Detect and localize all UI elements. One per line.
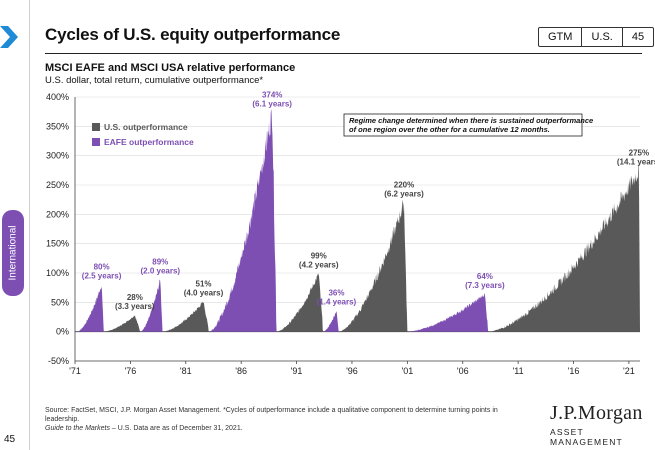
peak-duration-label: (3.3 years): [115, 302, 155, 311]
area-eafe-outperformance-4: [209, 108, 277, 332]
x-tick-label: '21: [623, 366, 635, 376]
peak-value-label: 36%: [328, 289, 344, 298]
legend-label: EAFE outperformance: [104, 137, 194, 147]
relative-performance-chart: -50% 0% 50% 100% 150% 200% 250% 300% 350% 400% '71…: [46, 90, 655, 376]
page-number: 45: [4, 434, 16, 445]
peak-value-label: 80%: [94, 263, 110, 272]
area-us-outperformance-5: [276, 273, 324, 332]
y-tick-label: 350%: [46, 121, 69, 131]
peak-duration-label: (6.2 years): [384, 190, 424, 199]
x-tick-label: '16: [568, 366, 580, 376]
annotation-box: [343, 113, 583, 137]
y-tick-label: 250%: [46, 180, 69, 190]
y-tick-label: 50%: [51, 297, 69, 307]
peak-value-label: 28%: [127, 293, 143, 302]
logo-wordmark: J.P.Morgan: [550, 402, 643, 424]
x-tick-label: '96: [346, 366, 358, 376]
tag-page: 45: [631, 31, 645, 43]
logo-subline: ASSET MANAGEMENT: [550, 427, 623, 447]
source-line-2: – U.S. Data are as of December 31, 2021.: [109, 425, 243, 432]
jpmorgan-logo: J.P.Morgan ASSET MANAGEMENT: [550, 402, 655, 447]
source-guide-title: Guide to the Markets: [45, 425, 110, 432]
peak-value-label: 89%: [152, 257, 168, 266]
section-tab-international[interactable]: International: [2, 210, 24, 296]
y-tick-label: 300%: [46, 151, 69, 161]
peak-duration-label: (2.5 years): [82, 272, 122, 281]
legend-swatch: [92, 138, 100, 146]
title-divider: [45, 53, 642, 54]
y-tick-label: 100%: [46, 268, 69, 278]
y-tick-label: -50%: [48, 356, 69, 366]
x-tick-label: '06: [457, 366, 469, 376]
x-tick-label: '86: [235, 366, 247, 376]
page-title: Cycles of U.S. equity outperformance: [45, 25, 341, 44]
x-tick-label: '71: [69, 366, 81, 376]
annotation-text-line-1: Regime change determined when there is s…: [349, 116, 593, 125]
peak-duration-label: (14.1 years): [617, 157, 655, 166]
x-tick-label: '91: [291, 366, 303, 376]
peak-duration-label: (4.0 years): [184, 289, 224, 298]
y-tick-label: 400%: [46, 92, 69, 102]
peak-value-label: 99%: [311, 252, 327, 261]
peak-duration-label: (7.3 years): [465, 281, 505, 290]
x-tick-label: '11: [513, 366, 524, 376]
peak-duration-label: (6.1 years): [252, 99, 292, 108]
area-eafe-outperformance-6: [323, 311, 339, 332]
chart-subtitle: U.S. dollar, total return, cumulative ou…: [45, 75, 264, 86]
annotation-text-line-2: of one region over the other for a cumul…: [349, 125, 550, 134]
x-tick-label: '81: [180, 366, 192, 376]
peak-duration-label: (4.2 years): [299, 261, 339, 270]
tag-gtm: GTM: [539, 28, 583, 46]
left-margin-rule: [29, 0, 30, 450]
area-eafe-outperformance-8: [407, 293, 489, 332]
tag-us: U.S.: [582, 28, 623, 46]
chevron-right-icon: [0, 26, 18, 48]
area-eafe-outperformance-2: [140, 279, 163, 332]
peak-value-label: 64%: [477, 272, 493, 281]
peak-duration-label: (2.0 years): [141, 266, 181, 275]
peak-value-label: 275%: [629, 148, 649, 157]
legend-swatch: [92, 123, 100, 131]
peak-value-label: 374%: [262, 90, 282, 99]
peak-value-label: 51%: [196, 280, 212, 289]
y-tick-label: 0%: [56, 327, 69, 337]
y-tick-label: 200%: [46, 209, 69, 219]
area-us-outperformance-7: [338, 199, 408, 332]
area-us-outperformance-1: [103, 315, 141, 332]
x-tick-label: '76: [125, 366, 137, 376]
area-us-outperformance-3: [162, 301, 209, 332]
y-tick-label: 150%: [46, 239, 69, 249]
legend-label: U.S. outperformance: [104, 122, 188, 132]
header-tags: GTM U.S. 45: [538, 27, 655, 47]
peak-value-label: 220%: [394, 181, 414, 190]
chart-title: MSCI EAFE and MSCI USA relative performa…: [45, 62, 296, 74]
area-us-outperformance-9: [488, 163, 640, 332]
peak-duration-label: (1.4 years): [317, 298, 357, 307]
source-note: Source: FactSet, MSCI, J.P. Morgan Asset…: [45, 406, 515, 433]
source-line-1: Source: FactSet, MSCI, J.P. Morgan Asset…: [45, 407, 498, 423]
area-eafe-outperformance-0: [77, 286, 104, 332]
x-tick-label: '01: [401, 366, 413, 376]
